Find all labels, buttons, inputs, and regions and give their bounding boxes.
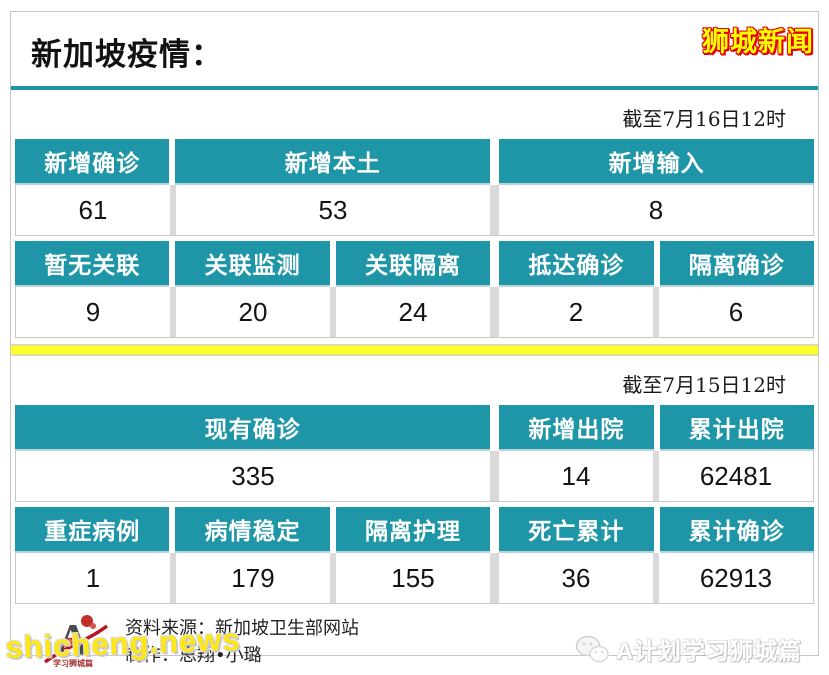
today-breakdown-header-row: 暂无关联 关联监测 关联隔离 抵达确诊 隔离确诊 xyxy=(15,241,814,287)
logo-flower-icon xyxy=(90,623,96,629)
stat-value: 20 xyxy=(176,287,330,337)
brand-logo: A 计划 学习狮城篇 xyxy=(41,612,115,670)
stat-value: 24 xyxy=(336,287,490,337)
stat-value: 335 xyxy=(16,451,490,501)
col-header: 现有确诊 xyxy=(15,405,491,451)
stat-value: 61 xyxy=(16,185,170,235)
yesterday-breakdown-header-row: 重症病例 病情稳定 隔离护理 死亡累计 累计确诊 xyxy=(15,507,814,553)
col-header: 隔离护理 xyxy=(335,507,491,553)
teal-divider-rule xyxy=(11,86,818,90)
col-header: 关联监测 xyxy=(175,241,330,287)
today-breakdown-value-row: 9 20 24 2 6 xyxy=(15,287,814,338)
footer: A 计划 学习狮城篇 资料来源：新加坡卫生部网站 制作：思翔•小璐 A计划学习狮… xyxy=(11,612,818,674)
credits-block: 资料来源：新加坡卫生部网站 制作：思翔•小璐 xyxy=(125,612,359,674)
infographic-frame: 新加坡疫情： 截至7月16日12时 新增确诊 新增本土 新增输入 61 53 8… xyxy=(10,11,819,668)
yesterday-summary-header-row: 现有确诊 新增出院 累计出院 xyxy=(15,405,814,451)
stat-value: 36 xyxy=(499,553,653,603)
stat-value: 6 xyxy=(659,287,813,337)
col-header: 暂无关联 xyxy=(15,241,170,287)
source-text: 资料来源：新加坡卫生部网站 xyxy=(125,618,359,639)
stat-value: 155 xyxy=(336,553,490,603)
col-header: 新增本土 xyxy=(175,139,491,185)
col-header: 累计确诊 xyxy=(659,507,814,553)
stat-value: 2 xyxy=(499,287,653,337)
stat-value: 62481 xyxy=(659,451,813,501)
account-name: A计划学习狮城篇 xyxy=(616,638,802,664)
wechat-icon xyxy=(576,635,610,663)
col-header: 隔离确诊 xyxy=(659,241,814,287)
yesterday-summary-value-row: 335 14 62481 xyxy=(15,451,814,502)
col-header: 新增确诊 xyxy=(15,139,170,185)
wechat-account: A计划学习狮城篇 xyxy=(574,632,802,666)
col-header: 关联隔离 xyxy=(335,241,491,287)
stat-value: 14 xyxy=(499,451,653,501)
logo-badge-text: 计划 xyxy=(61,637,76,648)
stat-value: 9 xyxy=(16,287,170,337)
page-title: 新加坡疫情： xyxy=(31,37,223,72)
today-summary-value-row: 61 53 8 xyxy=(15,185,814,236)
title-bar: 新加坡疫情： xyxy=(11,12,818,86)
stat-value: 179 xyxy=(176,553,330,603)
brand-logo-graphic: A 计划 学习狮城篇 xyxy=(43,615,109,668)
credit-text: 制作：思翔•小璐 xyxy=(125,645,262,666)
stat-value: 53 xyxy=(176,185,490,235)
col-header: 新增输入 xyxy=(499,139,814,185)
brand-wordmark: 狮城新闻 xyxy=(702,27,814,57)
col-header: 新增出院 xyxy=(499,405,654,451)
col-header: 病情稳定 xyxy=(175,507,330,553)
logo-flower-icon xyxy=(81,615,93,627)
stat-value: 1 xyxy=(16,553,170,603)
yellow-divider-bar xyxy=(11,344,818,356)
logo-ribbon-text: 学习狮城篇 xyxy=(53,658,93,668)
logo-badge-ribbon xyxy=(56,636,82,648)
yesterday-breakdown-value-row: 1 179 155 36 62913 xyxy=(15,553,814,604)
stat-value: 8 xyxy=(499,185,813,235)
as-of-date-today: 截至7月16日12时 xyxy=(622,107,786,131)
col-header: 重症病例 xyxy=(15,507,170,553)
as-of-date-yesterday: 截至7月15日12时 xyxy=(622,373,786,397)
col-header: 累计出院 xyxy=(659,405,814,451)
stat-value: 62913 xyxy=(659,553,813,603)
today-summary-header-row: 新增确诊 新增本土 新增输入 xyxy=(15,139,814,185)
col-header: 抵达确诊 xyxy=(499,241,654,287)
col-header: 死亡累计 xyxy=(499,507,654,553)
